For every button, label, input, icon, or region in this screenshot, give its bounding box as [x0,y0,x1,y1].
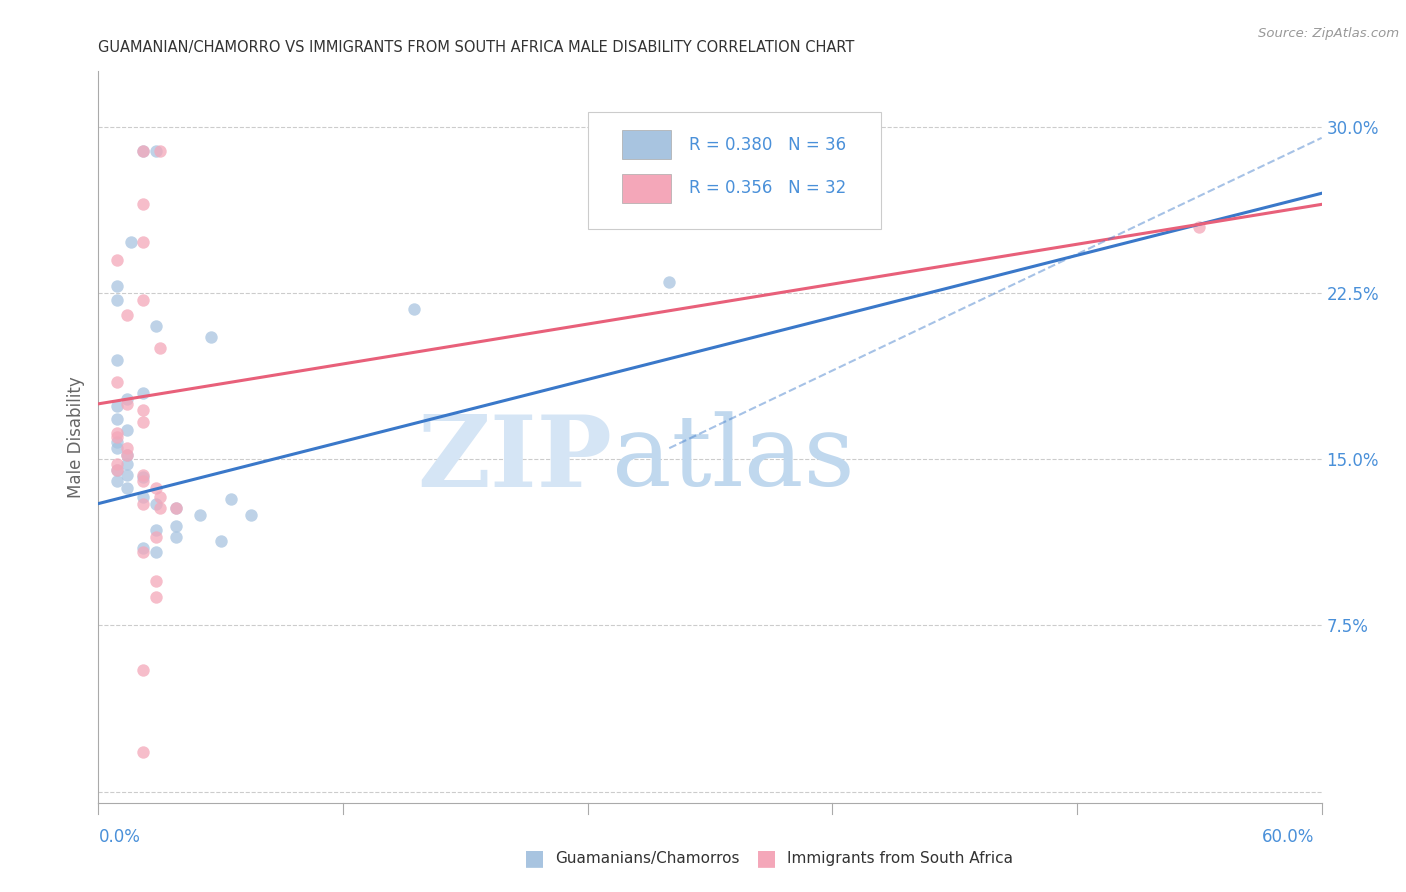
Point [165,501,187,516]
Point [132,745,155,759]
Point [132,197,155,211]
FancyBboxPatch shape [621,174,671,203]
FancyBboxPatch shape [588,112,882,228]
Point [105,457,128,471]
Point [115,308,138,322]
Point [115,467,138,482]
Point [115,481,138,495]
Point [105,430,128,444]
Point [132,415,155,429]
Point [132,497,155,511]
Point [115,441,138,455]
Point [105,375,128,389]
Point [145,497,167,511]
Point [149,342,172,356]
Text: Guamanians/Chamorros: Guamanians/Chamorros [555,851,740,865]
Point [115,424,138,438]
Y-axis label: Male Disability: Male Disability [67,376,86,498]
Text: GUAMANIAN/CHAMORRO VS IMMIGRANTS FROM SOUTH AFRICA MALE DISABILITY CORRELATION C: GUAMANIAN/CHAMORRO VS IMMIGRANTS FROM SO… [98,40,855,55]
Point [132,663,155,677]
Point [209,534,232,549]
Point [165,501,187,516]
Point [115,397,138,411]
Text: ZIP: ZIP [418,410,612,508]
Point [145,530,167,544]
Point [105,293,128,307]
Point [105,475,128,489]
Point [120,235,142,249]
Point [115,448,138,462]
Point [105,463,128,477]
Point [149,144,172,158]
Text: Immigrants from South Africa: Immigrants from South Africa [787,851,1014,865]
Point [149,501,172,516]
Point [658,275,681,289]
Text: 0.0%: 0.0% [98,828,141,846]
Point [132,144,155,158]
Text: ■: ■ [524,848,544,868]
Text: 60.0%: 60.0% [1263,828,1315,846]
Point [219,492,242,507]
Point [105,434,128,449]
Point [105,412,128,426]
Point [200,330,222,344]
Point [132,490,155,504]
Text: Source: ZipAtlas.com: Source: ZipAtlas.com [1258,27,1399,40]
Point [145,523,167,537]
Point [188,508,212,522]
Point [132,235,155,249]
Point [132,403,155,417]
Point [132,475,155,489]
Point [132,144,155,158]
Point [105,252,128,267]
Text: R = 0.356   N = 32: R = 0.356 N = 32 [689,179,846,197]
Point [105,425,128,440]
Point [115,392,138,407]
Point [132,385,155,400]
Point [115,448,138,462]
Point [132,467,155,482]
Text: R = 0.380   N = 36: R = 0.380 N = 36 [689,136,846,153]
Point [105,463,128,477]
Point [105,279,128,293]
Point [132,545,155,559]
Point [165,530,187,544]
Point [145,574,167,589]
Point [132,470,155,484]
Point [105,399,128,413]
Point [145,590,167,604]
Point [404,301,426,316]
Point [105,441,128,455]
Point [145,481,167,495]
FancyBboxPatch shape [621,130,671,159]
Point [240,508,263,522]
Point [145,319,167,334]
Point [132,541,155,555]
Point [115,457,138,471]
Point [145,144,167,158]
Text: ■: ■ [756,848,776,868]
Point [1188,219,1211,234]
Point [145,545,167,559]
Point [149,490,172,504]
Point [165,518,187,533]
Text: atlas: atlas [612,411,855,507]
Point [105,352,128,367]
Point [132,293,155,307]
